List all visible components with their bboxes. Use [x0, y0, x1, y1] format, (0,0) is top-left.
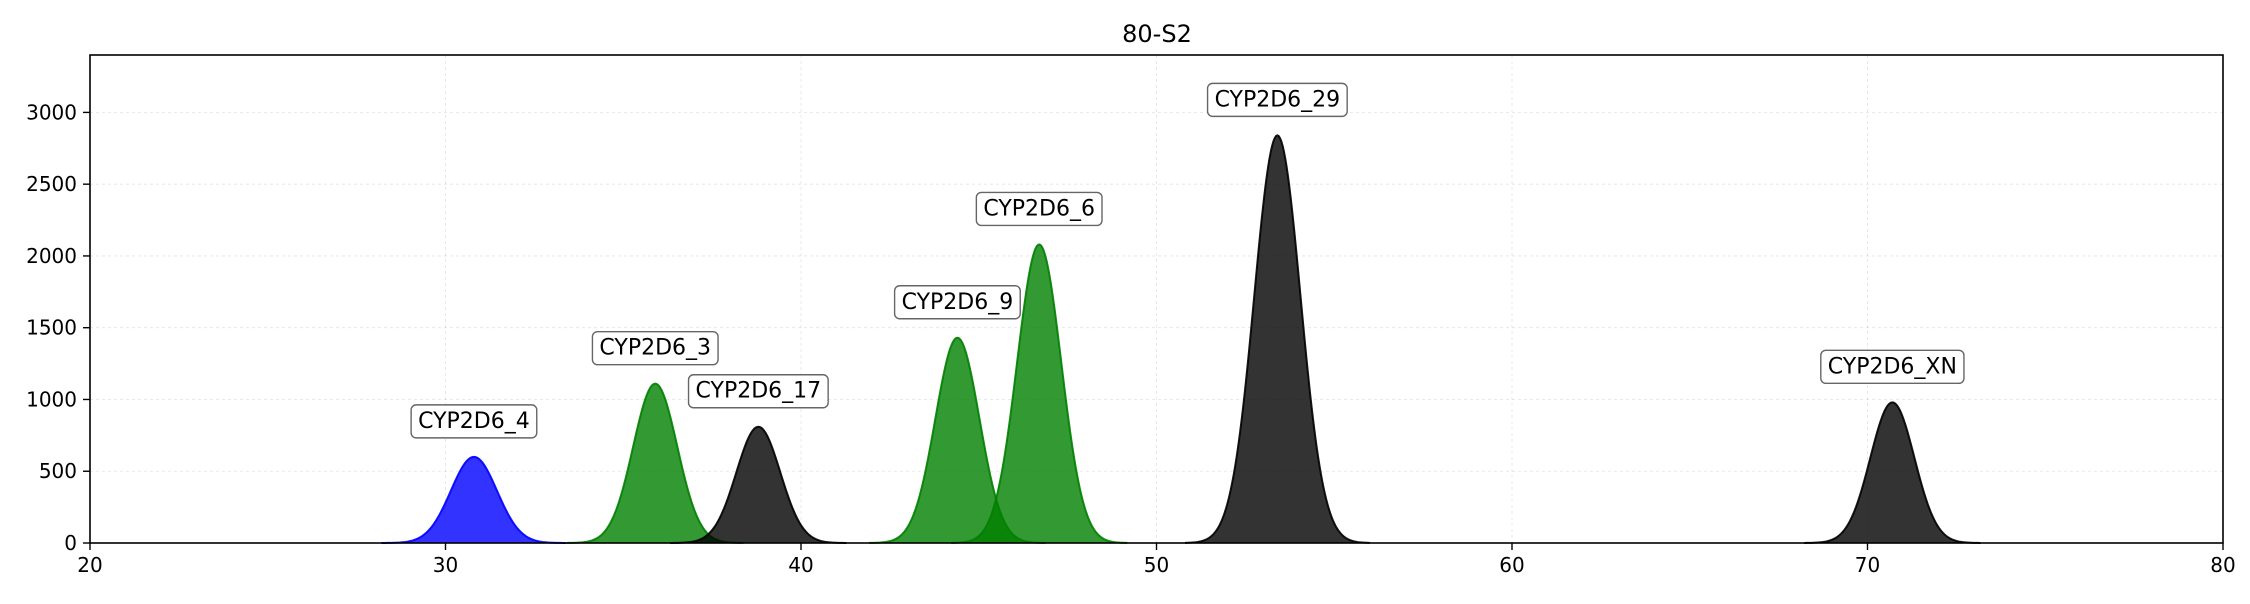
peak-label-box — [893, 285, 1021, 320]
axes: 20 30 40 50 60 70 80 0 500 1000 1500 2000 2500 3000 — [26, 100, 2236, 577]
peak-outline — [1804, 401, 1981, 544]
y-tick-label: 2500 — [26, 172, 77, 196]
x-tick-label: 20 — [77, 553, 102, 577]
peak-label-text: CYP2D6_3 — [599, 336, 711, 361]
peak-label: CYP2D6_17 — [687, 374, 829, 409]
peak-label: CYP2D6_4 — [410, 404, 538, 439]
peak-area — [1804, 402, 1981, 543]
peak-outline — [670, 425, 847, 544]
y-tick-label: 1000 — [26, 387, 77, 411]
peak-area — [1184, 135, 1370, 543]
peak-area — [670, 426, 847, 543]
x-tick-label: 50 — [1144, 553, 1169, 577]
peak-outline — [1184, 134, 1370, 544]
x-tick-label: 40 — [788, 553, 813, 577]
peak-label: CYP2D6_9 — [893, 285, 1021, 320]
peak-outline — [381, 455, 567, 544]
peak-label-box — [1206, 82, 1348, 118]
y-tick-label: 3000 — [26, 100, 77, 124]
peaks — [381, 134, 1981, 544]
chart-title: 80-S2 — [1122, 20, 1192, 48]
peak-label-text: CYP2D6_6 — [983, 196, 1095, 221]
y-tick-label: 1500 — [26, 316, 77, 340]
peak-label-text: CYP2D6_17 — [696, 379, 822, 404]
peak-area — [567, 383, 744, 543]
peak-label-box — [975, 191, 1103, 227]
peak-label-text: CYP2D6_4 — [418, 409, 530, 434]
y-tick-label: 2000 — [26, 244, 77, 268]
x-tick-label: 60 — [1499, 553, 1524, 577]
peak-label: CYP2D6_6 — [975, 191, 1103, 227]
peak-area — [869, 337, 1046, 543]
peak-label-box — [591, 330, 719, 366]
peak-area — [951, 244, 1128, 543]
peak-label: CYP2D6_XN — [1820, 349, 1965, 385]
peak-outline — [950, 243, 1128, 544]
y-tick-label: 500 — [39, 459, 77, 483]
x-tick-label: 30 — [433, 553, 458, 577]
peak-label-text: CYP2D6_9 — [902, 290, 1014, 315]
peak-label-box — [687, 374, 829, 409]
peak-label-box — [1820, 349, 1965, 385]
peak-area — [381, 456, 567, 543]
peak-label: CYP2D6_3 — [591, 330, 719, 366]
peak-label-text: CYP2D6_XN — [1828, 354, 1957, 379]
x-tick-label: 70 — [1855, 553, 1880, 577]
x-tick-label: 80 — [2210, 553, 2235, 577]
peak-labels: CYP2D6_4 CYP2D6_3 CYP2D6_17 CYP2D6_9 CYP2D6_… — [410, 82, 1965, 439]
y-tick-label: 0 — [64, 531, 77, 555]
peak-label-text: CYP2D6_29 — [1215, 87, 1341, 112]
peak-label-box — [410, 404, 538, 439]
peak-label: CYP2D6_29 — [1206, 82, 1348, 118]
